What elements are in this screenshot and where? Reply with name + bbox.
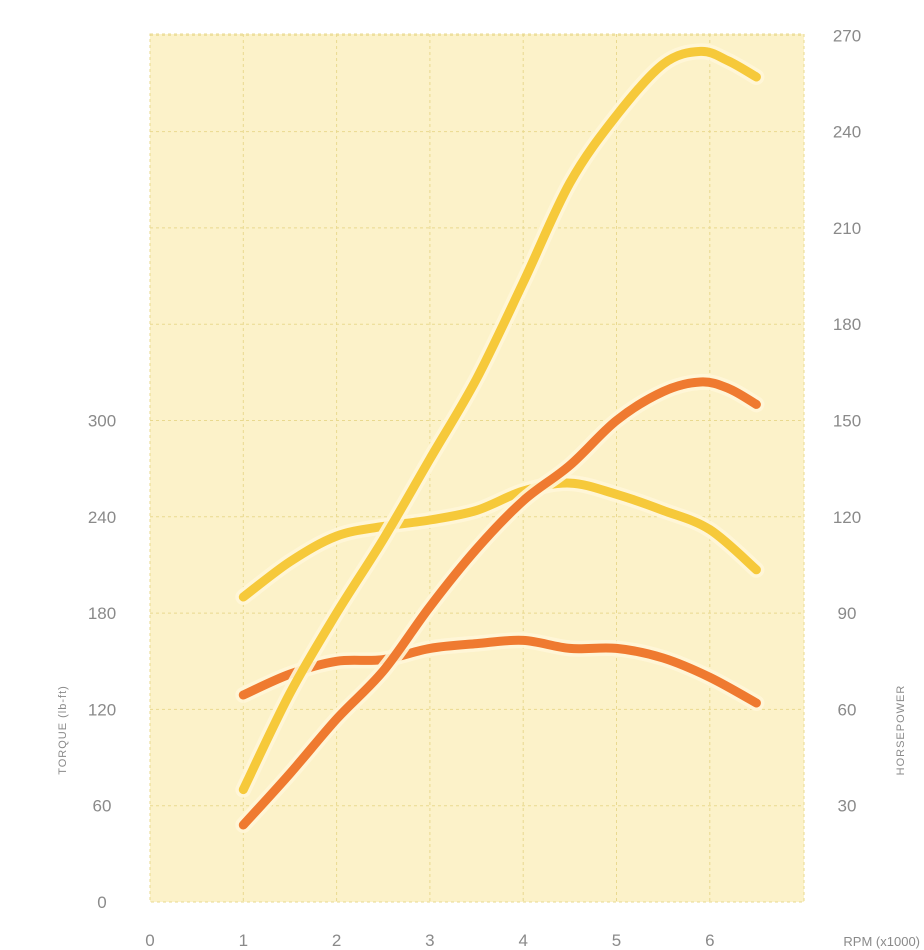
y-left-tick-labels: 0 60 120 180 240 300 [88, 412, 116, 913]
grid-lines [150, 34, 804, 902]
y-left-tick-label: 300 [88, 412, 116, 431]
series-line-1 [238, 635, 761, 708]
y-left-tick-label: 60 [93, 797, 112, 816]
y-left-tick-label: 120 [88, 700, 116, 719]
y-right-tick-label: 210 [833, 219, 861, 238]
x-tick-label: 0 [145, 931, 154, 950]
x-axis-title: RPM (x1000) [843, 934, 920, 949]
y-right-tick-label: 270 [833, 26, 861, 45]
x-tick-label: 2 [332, 931, 341, 950]
x-tick-label: 1 [239, 931, 248, 950]
y-right-tick-labels: 30 60 90 120 150 180 210 240 270 [833, 26, 861, 815]
y-left-axis-title: TORQUE (lb-ft) [57, 685, 69, 775]
y-right-tick-label: 150 [833, 412, 861, 431]
x-tick-labels: 0 1 2 3 4 5 6 [145, 931, 714, 950]
y-right-tick-label: 120 [833, 508, 861, 527]
y-right-tick-label: 60 [838, 700, 857, 719]
series-line-3 [238, 377, 761, 830]
y-right-tick-label: 90 [838, 604, 857, 623]
series-line-2 [238, 46, 761, 795]
y-left-tick-label: 240 [88, 508, 116, 527]
x-tick-label: 4 [518, 931, 527, 950]
series-lines [235, 43, 765, 833]
y-left-tick-label: 180 [88, 604, 116, 623]
x-tick-label: 3 [425, 931, 434, 950]
y-right-axis-title: HORSEPOWER [895, 685, 907, 776]
y-right-tick-label: 30 [838, 797, 857, 816]
x-tick-label: 6 [705, 931, 714, 950]
y-right-tick-label: 240 [833, 123, 861, 142]
y-right-tick-label: 180 [833, 315, 861, 334]
x-tick-label: 5 [612, 931, 621, 950]
series-line-0 [238, 478, 761, 602]
y-left-tick-label: 0 [97, 893, 106, 912]
